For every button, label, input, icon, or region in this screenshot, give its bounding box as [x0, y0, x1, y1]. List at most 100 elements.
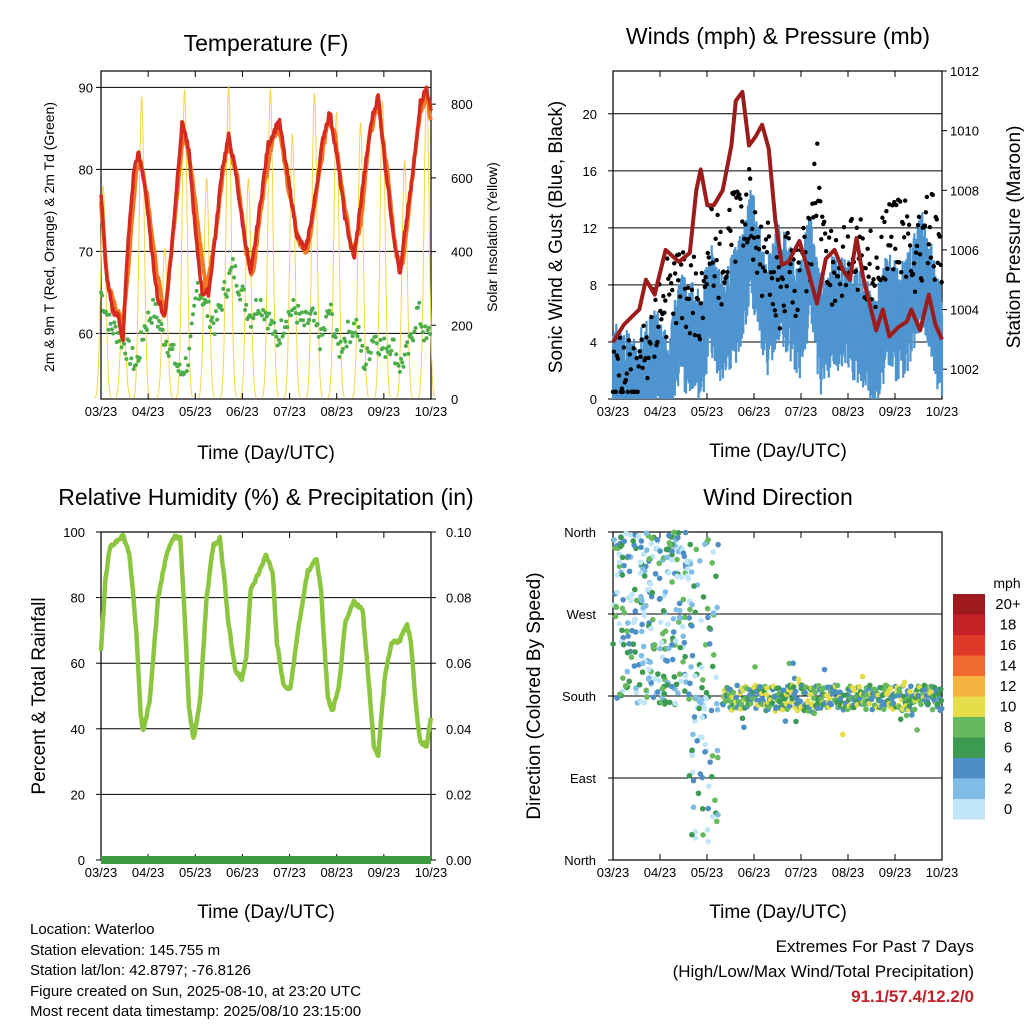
wind-direction-point — [654, 536, 661, 543]
wind-direction-point — [668, 683, 675, 690]
wind-direction-point — [631, 663, 638, 669]
wind-direction-point — [675, 534, 681, 541]
gust-point — [884, 208, 889, 214]
y2-tick-label: 200 — [451, 318, 473, 333]
wind-direction-point — [887, 685, 894, 692]
wind-direction-point — [714, 747, 721, 754]
gust-point — [890, 203, 895, 208]
wind-direction-point — [666, 532, 672, 539]
wind-direction-point — [619, 627, 625, 634]
dewpoint-point — [345, 319, 350, 324]
wind-direction-point — [662, 698, 668, 704]
dewpoint-point — [113, 324, 118, 329]
wind-direction-point — [689, 831, 695, 838]
dewpoint-point — [108, 321, 113, 326]
gust-point — [665, 256, 670, 261]
y2-tick-label: 1010 — [950, 124, 979, 139]
legend-swatch — [953, 737, 985, 758]
x-tick-label: 04/23 — [644, 865, 677, 880]
dewpoint-point — [193, 296, 198, 301]
wind-direction-point — [908, 683, 914, 690]
wind-direction-point — [637, 698, 643, 704]
wind-direction-point — [648, 625, 654, 632]
temperature-xlabel: Time (Day/UTC) — [197, 443, 335, 464]
wind-direction-point — [730, 689, 737, 696]
y-tick-label: 100 — [63, 525, 85, 540]
dewpoint-point — [199, 295, 204, 300]
dewpoint-point — [221, 286, 226, 291]
wind-direction-point — [619, 554, 626, 561]
gust-point — [917, 252, 923, 257]
gust-point — [858, 217, 863, 222]
wind-direction-point — [657, 619, 664, 625]
legend-label: 20+ — [995, 596, 1021, 613]
dewpoint-point — [154, 315, 159, 320]
x-tick-label: 06/23 — [738, 865, 771, 880]
gust-point — [885, 266, 890, 272]
wind-direction-point — [840, 731, 846, 738]
dewpoint-point — [428, 331, 433, 336]
gust-point — [932, 277, 937, 282]
x-tick-label: 09/23 — [879, 404, 912, 419]
legend-title: mph — [993, 575, 1020, 591]
x-tick-label: 09/23 — [879, 865, 912, 880]
wind-direction-point — [626, 678, 633, 685]
wind-direction-point — [650, 616, 656, 623]
wind-direction-point — [703, 695, 709, 702]
wind-direction-point — [646, 555, 653, 562]
y-tick-label: 80 — [71, 591, 85, 606]
gust-point — [826, 235, 832, 240]
wind-direction-point — [710, 652, 717, 658]
wind-direction-point — [612, 613, 619, 620]
extremes-values: 91.1/57.4/12.2/0 — [851, 987, 974, 1006]
wind-direction-point — [692, 673, 698, 679]
wind-direction-point — [705, 783, 712, 790]
wind-direction-point — [826, 695, 833, 702]
temperature-title: Temperature (F) — [184, 30, 349, 56]
gust-point — [751, 235, 757, 241]
wind-direction-point — [624, 668, 631, 675]
extremes-box: Extremes For Past 7 Days (High/Low/Max W… — [673, 934, 974, 1009]
wind-direction-point — [639, 660, 646, 667]
dewpoint-point — [226, 288, 231, 293]
wind-direction-point — [869, 706, 876, 713]
wind-direction-point — [657, 645, 663, 652]
wind-direction-point — [851, 688, 858, 694]
solar-insolation-line — [305, 93, 323, 399]
wind-direction-point — [641, 551, 647, 557]
x-tick-label: 05/23 — [691, 404, 724, 419]
wind-direction-point — [655, 671, 661, 677]
wind-direction-point — [646, 666, 652, 673]
x-tick-label: 04/23 — [132, 865, 165, 880]
dewpoint-point — [339, 350, 344, 355]
dewpoint-point — [163, 342, 168, 347]
dewpoint-point — [391, 337, 396, 342]
x-tick-label: 10/23 — [415, 404, 448, 419]
legend-swatch — [953, 635, 985, 656]
gust-point — [906, 222, 912, 228]
wind-direction-point — [643, 530, 650, 537]
wind-direction-point — [678, 678, 684, 684]
dewpoint-point — [423, 324, 428, 329]
wind-direction-point — [625, 553, 631, 560]
gust-point — [860, 236, 865, 241]
gust-point — [697, 336, 703, 342]
dewpoint-point — [416, 305, 421, 310]
gust-point — [889, 234, 894, 240]
gust-point — [676, 252, 682, 257]
wind-direction-point — [863, 706, 869, 713]
legend-label: 12 — [1000, 678, 1017, 695]
gust-point — [839, 293, 845, 298]
wind-direction-point — [628, 654, 635, 660]
gust-point — [914, 243, 920, 249]
gust-point — [767, 292, 773, 298]
y-tick-label: West — [567, 607, 597, 622]
wind-direction-point — [684, 559, 690, 565]
wind-direction-point — [901, 679, 908, 686]
gust-point — [934, 217, 939, 222]
wind-direction-point — [737, 706, 744, 712]
dewpoint-point — [134, 362, 139, 367]
legend-label: 10 — [1000, 699, 1017, 716]
dewpoint-point — [389, 348, 394, 353]
